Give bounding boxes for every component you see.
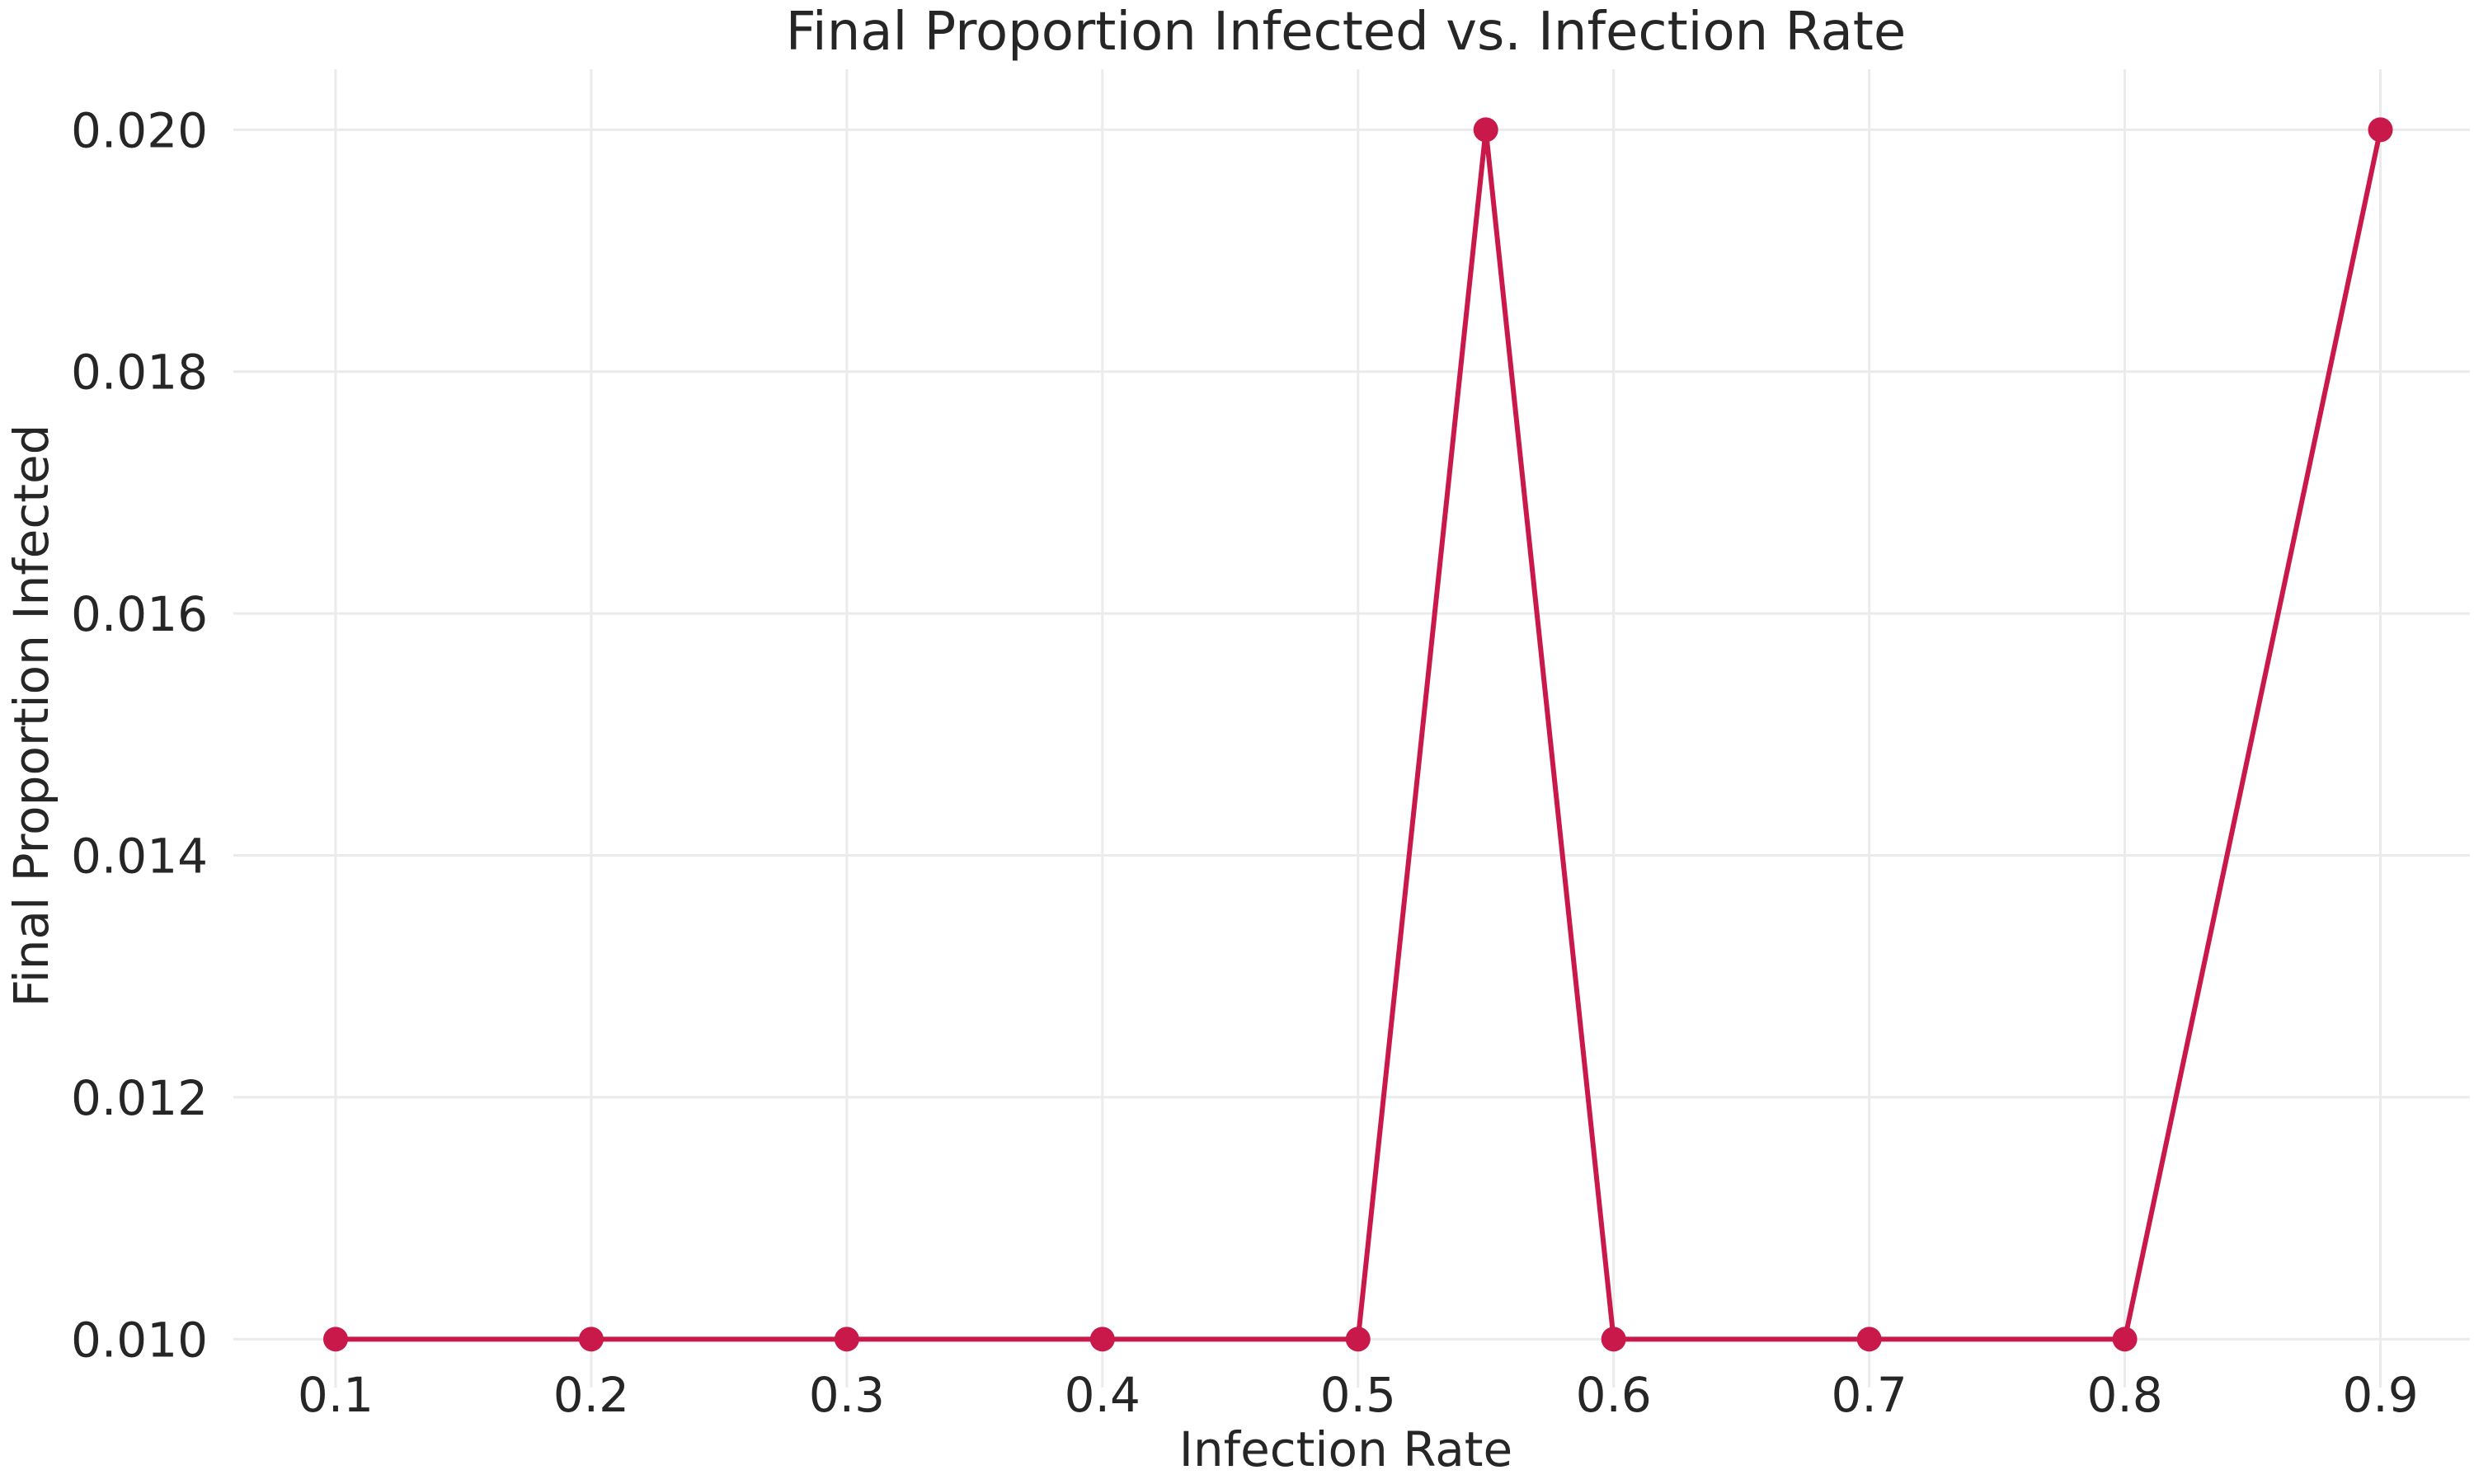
data-point bbox=[322, 1327, 348, 1352]
x-tick-label: 0.4 bbox=[1065, 1367, 1141, 1423]
series-group bbox=[322, 117, 2393, 1352]
y-tick-label: 0.012 bbox=[71, 1070, 208, 1126]
data-point bbox=[1089, 1327, 1115, 1352]
x-tick-label: 0.8 bbox=[2086, 1367, 2162, 1423]
grid bbox=[233, 69, 2470, 1388]
x-tick-label: 0.2 bbox=[553, 1367, 629, 1423]
y-tick-label: 0.016 bbox=[71, 586, 208, 642]
x-tick-label: 0.6 bbox=[1576, 1367, 1652, 1423]
y-axis-label: Final Proportion Infected bbox=[3, 425, 59, 1007]
data-point bbox=[1345, 1327, 1371, 1352]
data-point bbox=[1601, 1327, 1626, 1352]
x-axis-label: Infection Rate bbox=[1179, 1421, 1512, 1477]
data-point bbox=[834, 1327, 859, 1352]
x-tick-label: 0.7 bbox=[1832, 1367, 1907, 1423]
x-tick-label: 0.1 bbox=[298, 1367, 374, 1423]
x-axis-ticks: 0.1 0.2 0.3 0.4 0.5 0.6 0.7 0.8 0.9 bbox=[298, 1367, 2419, 1423]
data-point bbox=[578, 1327, 604, 1352]
data-point bbox=[2112, 1327, 2138, 1352]
data-point bbox=[2368, 117, 2393, 143]
x-tick-label: 0.9 bbox=[2342, 1367, 2418, 1423]
chart-title: Final Proportion Infected vs. Infection … bbox=[786, 2, 1907, 63]
data-point bbox=[1856, 1327, 1882, 1352]
x-tick-label: 0.5 bbox=[1320, 1367, 1396, 1423]
y-tick-label: 0.014 bbox=[71, 829, 208, 885]
data-point bbox=[1473, 117, 1498, 143]
y-axis-ticks: 0.010 0.012 0.014 0.016 0.018 0.020 bbox=[71, 102, 208, 1368]
y-tick-label: 0.020 bbox=[71, 102, 208, 158]
y-tick-label: 0.018 bbox=[71, 345, 208, 401]
series-line bbox=[332, 127, 2383, 1342]
y-tick-label: 0.010 bbox=[71, 1312, 208, 1368]
x-tick-label: 0.3 bbox=[809, 1367, 885, 1423]
